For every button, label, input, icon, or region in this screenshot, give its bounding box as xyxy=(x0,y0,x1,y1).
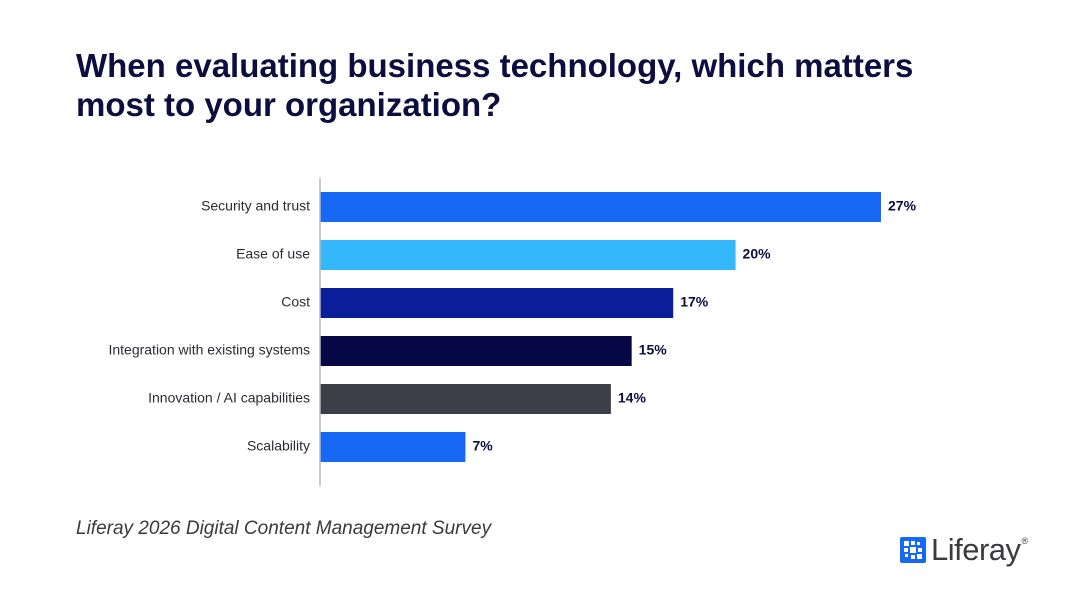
value-label: 27% xyxy=(888,198,917,214)
category-label: Innovation / AI capabilities xyxy=(148,390,310,406)
logo: Liferay ® xyxy=(900,532,1028,568)
chart: Security and trust 27% Ease of use 20% Cost 1… xyxy=(108,178,917,486)
bar xyxy=(320,240,736,270)
category-label: Cost xyxy=(281,294,310,310)
category-label: Scalability xyxy=(247,438,310,454)
category-label: Ease of use xyxy=(236,246,310,262)
chart-title: When evaluating business technology, whi… xyxy=(76,47,914,123)
value-label: 15% xyxy=(639,342,668,358)
logo-trademark: ® xyxy=(1021,536,1029,546)
value-label: 17% xyxy=(680,294,709,310)
logo-icon xyxy=(900,537,926,563)
category-label: Integration with existing systems xyxy=(108,342,310,358)
category-label: Security and trust xyxy=(201,198,310,214)
logo-text: Liferay xyxy=(931,532,1021,567)
value-label: 7% xyxy=(472,438,493,454)
bar xyxy=(320,432,466,462)
value-label: 20% xyxy=(743,246,772,262)
bar xyxy=(320,336,632,366)
source-note: Liferay 2026 Digital Content Management … xyxy=(76,518,492,539)
bar xyxy=(320,288,674,318)
bar xyxy=(320,192,881,222)
value-label: 14% xyxy=(618,390,647,406)
bar xyxy=(320,384,611,414)
